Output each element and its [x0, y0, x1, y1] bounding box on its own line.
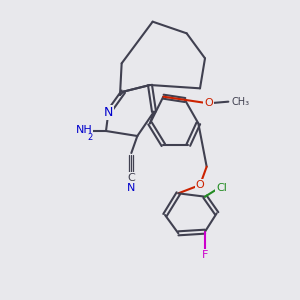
Text: N: N: [127, 183, 136, 193]
Text: 2: 2: [87, 133, 93, 142]
Text: O: O: [196, 180, 204, 190]
Text: Cl: Cl: [216, 183, 227, 193]
Text: O: O: [204, 98, 213, 108]
Text: CH₃: CH₃: [231, 97, 250, 107]
Text: F: F: [202, 250, 208, 260]
Text: C: C: [128, 173, 135, 183]
Text: N: N: [103, 106, 113, 119]
Text: NH: NH: [76, 125, 92, 135]
